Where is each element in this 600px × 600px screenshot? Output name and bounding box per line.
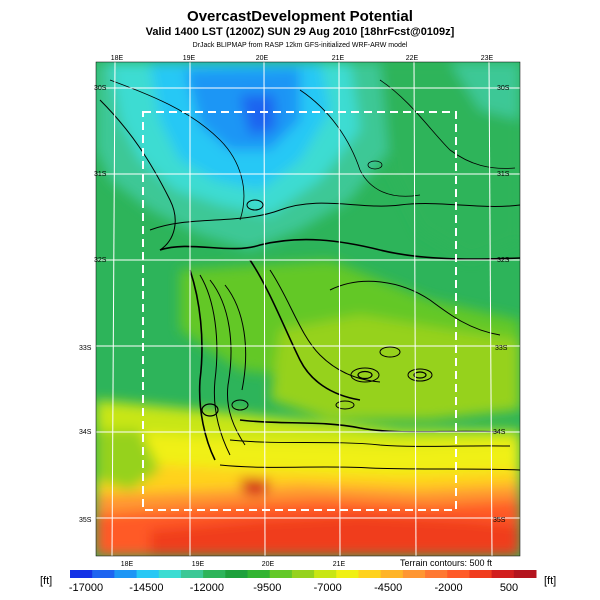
lon-label: 20E [262, 561, 275, 568]
colorbar-swatch [402, 570, 426, 578]
lat-label: 30S [497, 85, 510, 92]
colorbar-tick-label: -17000 [69, 582, 103, 594]
lat-label: 33S [79, 345, 92, 352]
colorbar-swatch [158, 570, 182, 578]
colorbar-swatch [225, 570, 249, 578]
colorbar-swatch [70, 570, 93, 578]
lon-label: 23E [481, 55, 494, 62]
colorbar-tick-label: -12000 [190, 582, 224, 594]
lat-labels-left: 30S 31S 32S 33S 34S 35S [79, 85, 107, 524]
colorbar-swatch [136, 570, 160, 578]
lat-label: 33S [495, 345, 508, 352]
colorbar-swatch [425, 570, 448, 578]
model-source: DrJack BLIPMAP from RASP 12km GFS-initia… [192, 42, 408, 49]
colorbar-swatch [469, 570, 493, 578]
colorbar-swatch [380, 570, 404, 578]
lon-label: 21E [332, 55, 345, 62]
lat-label: 31S [94, 171, 107, 178]
colorbar-swatch [491, 570, 515, 578]
lon-label: 21E [333, 561, 346, 568]
colorbar-swatch [114, 570, 138, 578]
colorbar [70, 570, 537, 578]
colorbar-tick-label: 500 [500, 582, 518, 594]
lon-label: 22E [406, 55, 419, 62]
colorbar-swatch [358, 570, 382, 578]
lat-label: 32S [94, 257, 107, 264]
colorbar-swatch [92, 570, 115, 578]
lat-label: 31S [497, 171, 510, 178]
lon-label: 19E [192, 561, 205, 568]
lat-label: 30S [94, 85, 107, 92]
map-title: OvercastDevelopment Potential [187, 8, 413, 25]
colorbar-swatch [203, 570, 226, 578]
lat-label: 35S [493, 517, 506, 524]
lat-labels-right: 30S 31S 32S 33S 34S 35S [493, 85, 510, 524]
terrain-contours [99, 79, 520, 471]
colorbar-unit-left: [ft] [40, 575, 52, 587]
colorbar-swatch [336, 570, 359, 578]
lon-label: 20E [256, 55, 269, 62]
colorbar-swatch [447, 570, 470, 578]
lon-labels-bottom: 18E 19E 20E 21E [121, 561, 346, 568]
colorbar-tick-label: -2000 [435, 582, 463, 594]
colorbar-tick-label: -4500 [374, 582, 402, 594]
colorbar-unit-right: [ft] [544, 575, 556, 587]
lat-label: 34S [79, 429, 92, 436]
lat-label: 34S [493, 429, 506, 436]
colorbar-tick-label: -9500 [253, 582, 281, 594]
inner-domain-boundary [142, 111, 457, 511]
lon-label: 19E [183, 55, 196, 62]
lat-label: 35S [79, 517, 92, 524]
terrain-contour-note: Terrain contours: 500 ft [400, 558, 493, 568]
colorbar-swatch [314, 570, 337, 578]
lat-lon-grid [96, 62, 520, 556]
lat-label: 32S [497, 257, 510, 264]
colorbar-swatch [247, 570, 271, 578]
colorbar-swatch [513, 570, 537, 578]
map-frame [95, 61, 521, 557]
colorbar-tick-labels: -17000 -14500 -12000 -9500 -7000 -4500 -2000 50… [69, 582, 518, 594]
colorbar-swatch [269, 570, 293, 578]
colorbar-tick-label: -14500 [129, 582, 163, 594]
lon-label: 18E [111, 55, 124, 62]
lon-label: 18E [121, 561, 134, 568]
lon-labels-top: 18E 19E 20E 21E 22E 23E [111, 55, 494, 62]
colorbar-swatch [291, 570, 315, 578]
valid-time: Valid 1400 LST (1200Z) SUN 29 Aug 2010 [… [145, 26, 455, 38]
colorbar-swatch [180, 570, 204, 578]
colorbar-tick-label: -7000 [314, 582, 342, 594]
